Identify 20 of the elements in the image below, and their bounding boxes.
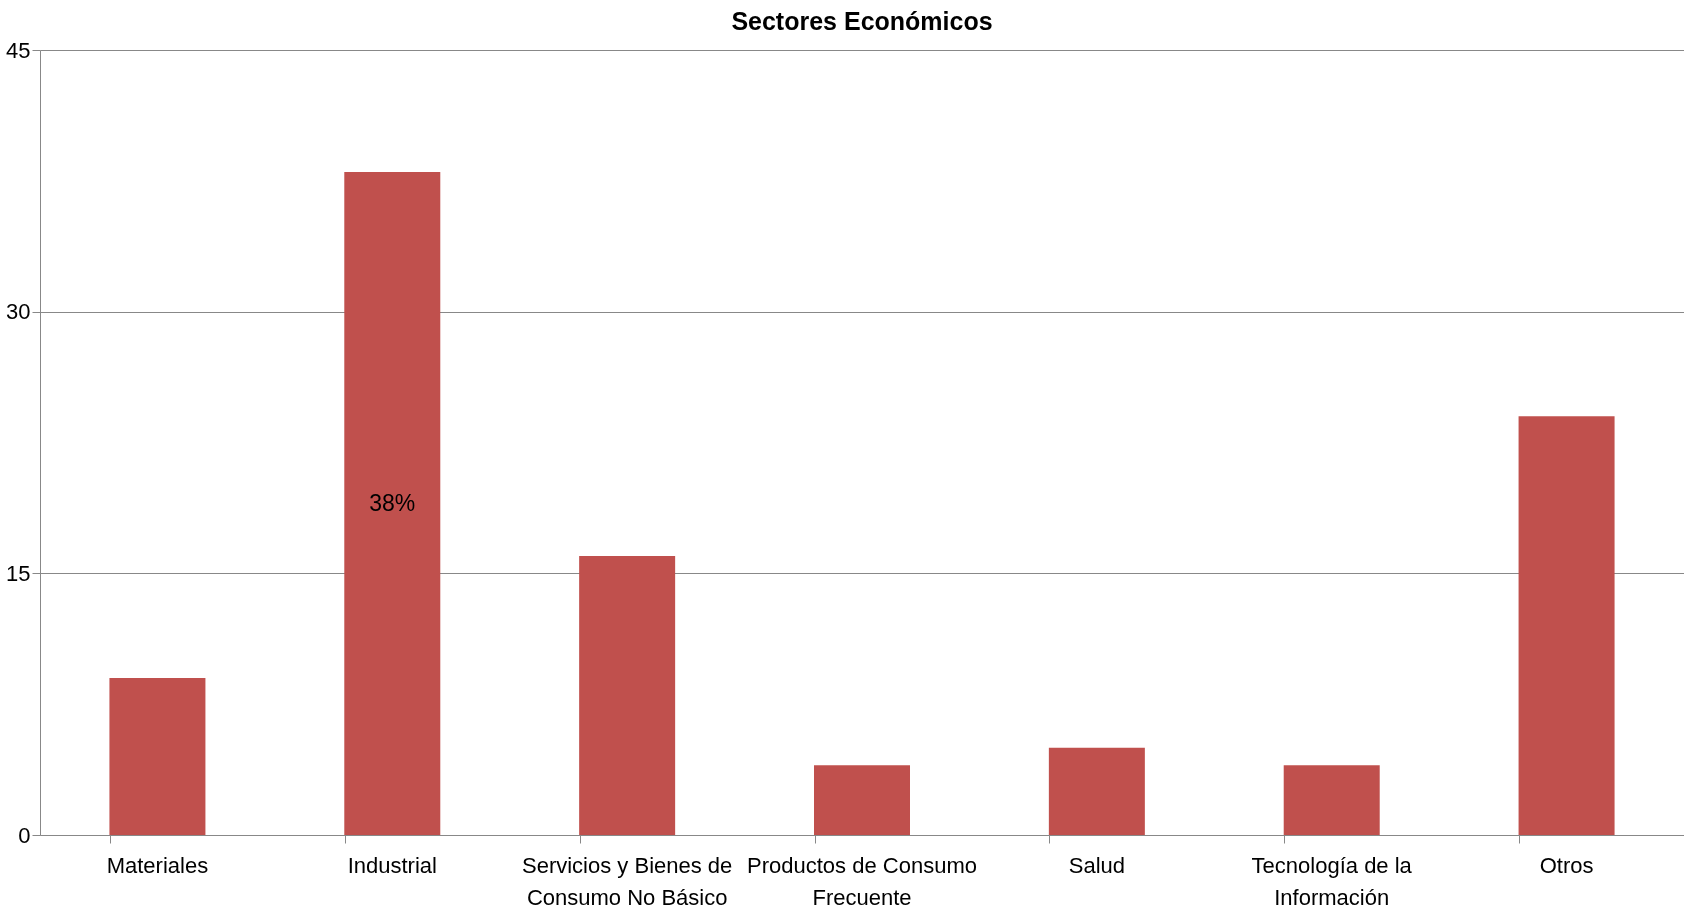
y-tick-label: 15 bbox=[6, 560, 31, 586]
y-tick-label: 0 bbox=[18, 822, 31, 848]
bar bbox=[814, 765, 910, 835]
bar bbox=[109, 678, 206, 835]
bar bbox=[579, 555, 676, 835]
y-tick-label: 30 bbox=[6, 299, 31, 325]
bar bbox=[1518, 416, 1615, 835]
x-tick-label: Industrial bbox=[347, 852, 437, 878]
chart-title: Sectores Económicos bbox=[731, 7, 993, 35]
x-tick-label: Productos de Consumo Frecuente bbox=[747, 852, 977, 910]
x-tick-label: Otros bbox=[1539, 852, 1594, 878]
x-tick-label: Materiales bbox=[106, 852, 209, 878]
y-tick-label: 45 bbox=[6, 37, 31, 63]
x-tick-label: Servicios y Bienes de Consumo No Básico bbox=[521, 852, 733, 910]
bar bbox=[344, 172, 441, 835]
bar bbox=[1283, 765, 1380, 835]
x-tick-label: Tecnología de la Información bbox=[1251, 852, 1413, 910]
data-label: 38% bbox=[369, 489, 416, 516]
x-tick-label: Salud bbox=[1068, 852, 1125, 878]
bar bbox=[1048, 747, 1145, 835]
